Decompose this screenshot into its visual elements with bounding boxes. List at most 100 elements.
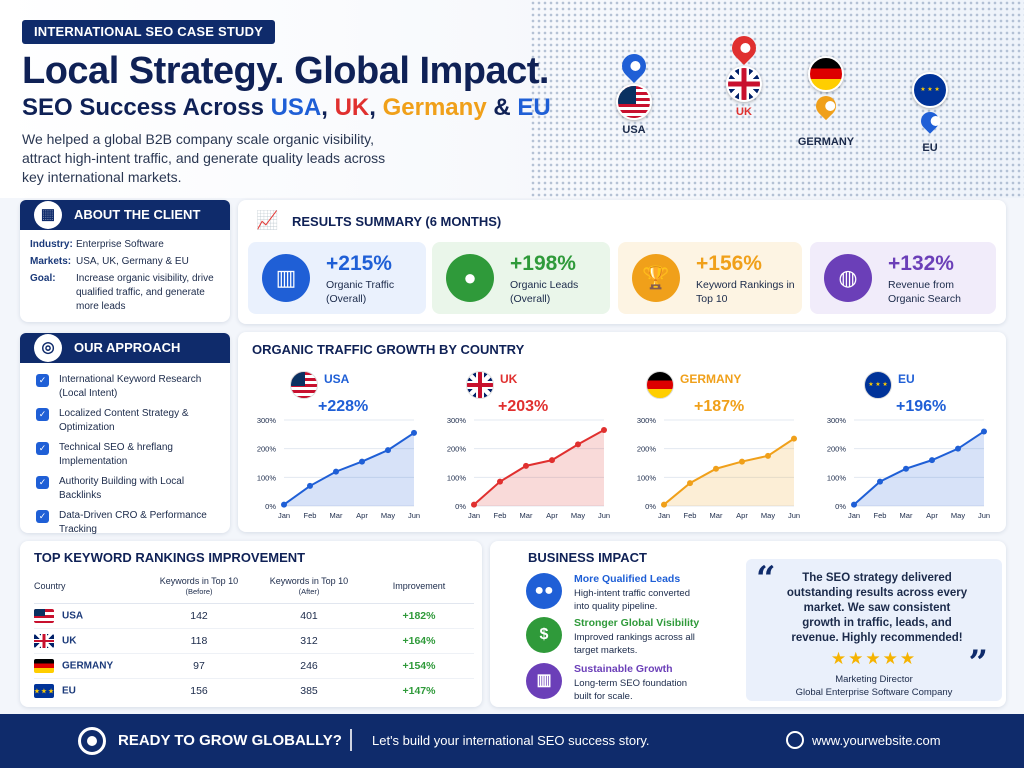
client-row-industry: Industry: Enterprise Software [20,238,230,252]
x-tick-label: Apr [926,511,938,520]
client-key: Goal: [30,273,56,284]
metric-label: Organic Leads (Overall) [510,279,579,305]
x-tick-label: Jan [658,511,670,520]
footer-cta[interactable]: READY TO GROW GLOBALLY? [118,732,342,749]
results-summary-card: 📈 RESULTS SUMMARY (6 MONTHS) ▥ +215% Org… [238,200,1006,324]
approach-item-label: Technical SEO & hreflang Implementation [59,442,173,467]
data-point [981,428,987,435]
uk-flag-icon [466,371,494,399]
line-chart-germany: 0% 100% 200% 300% Jan Feb Mar Apr May Jun [637,416,800,520]
improvement-cell: +182% [364,603,474,629]
before-cell: 118 [144,628,254,654]
open-quote-icon: “ [756,559,776,599]
chart-subtitle: +187% [694,398,745,415]
x-tick-label: May [761,511,775,520]
business-impact-card: BUSINESS IMPACT ●● More Qualified Leads … [490,541,1006,707]
testimonial: “ The SEO strategy delivered outstanding… [746,559,1002,701]
map-pin-uk: UK [714,31,774,118]
subhead-uk: UK [334,94,370,121]
eu-flag-icon [912,72,948,108]
growth-chart-icon: ▥ [526,663,562,699]
x-tick-label: Feb [494,511,507,520]
x-tick-label: Jan [848,511,860,520]
x-tick-label: Jun [788,511,800,520]
chart-title: UK [500,372,518,386]
impact-item-desc: Long-term SEO foundation built for scale… [574,678,688,702]
y-tick-label: 100% [827,473,847,482]
subhead-germany: Germany [382,94,487,121]
metric-label: Revenue from Organic Search [888,279,961,305]
approach-header: ◎ OUR APPROACH [20,333,230,363]
col-country: Country [34,569,144,604]
x-tick-label: Feb [684,511,697,520]
approach-item-label: Data-Driven CRO & Performance Tracking [59,510,207,535]
subhead-prefix: SEO Success Across [22,94,271,121]
data-point [385,447,391,454]
approach-item: ✓ Technical SEO & hreflang Implementation [36,441,220,469]
trend-up-icon: 📈 [256,210,279,230]
map-pin-germany: GERMANY [794,56,858,148]
subhead-ampersand: & [486,94,518,121]
after-cell: 312 [254,628,364,654]
approach-item: ✓ Authority Building with Local Backlinks [36,475,220,503]
data-point [929,457,935,464]
impact-title: BUSINESS IMPACT [528,550,647,565]
germany-flag-icon [646,371,674,399]
chart-germany: GERMANY +187% 0% 100% 200% 300% Jan Feb Mar Apr… [622,368,812,520]
chart-uk: UK +203% 0% 100% 200% 300% Jan Feb Mar Apr May Ju… [432,368,622,520]
footer-tagline: Let's build your international SEO succe… [372,733,650,748]
map-label-usa: USA [622,124,646,136]
approach-item-label: Authority Building with Local Backlinks [59,476,185,501]
usa-flag-icon [616,84,652,120]
before-cell: 142 [144,603,254,629]
metric-value: +156% [696,252,762,275]
y-tick-label: 200% [637,445,657,454]
line-chart-usa: 0% 100% 200% 300% Jan Feb Mar Apr May Jun [257,416,420,520]
client-value: Enterprise Software [76,239,164,250]
results-title: RESULTS SUMMARY (6 MONTHS) [292,214,502,229]
data-point [575,441,581,448]
checkmark-icon: ✓ [36,408,49,421]
y-tick-label: 100% [637,473,657,482]
trophy-icon: 🏆 [632,254,680,302]
approach-list: ✓ International Keyword Research (Local I… [20,363,230,537]
data-point [549,457,555,464]
uk-flag-icon [726,66,762,102]
data-point [687,480,693,487]
area-fill [284,432,414,506]
x-tick-label: May [381,511,395,520]
data-point [851,501,857,508]
hero-header: INTERNATIONAL SEO CASE STUDY Local Strat… [0,0,1024,198]
country-cell: EU [34,678,144,703]
target-icon: ◎ [34,334,62,362]
approach-title: OUR APPROACH [74,340,181,355]
checkmark-icon: ✓ [36,476,49,489]
approach-item-label: International Keyword Research (Local In… [59,374,202,399]
footer-bar: READY TO GROW GLOBALLY? Let's build your… [0,714,1024,768]
location-pin-icon [917,108,943,134]
subhead-eu: EU [517,94,551,121]
data-point [955,445,961,452]
eu-flag-icon [864,371,892,399]
website-link[interactable]: www.yourwebsite.com [812,733,941,748]
traffic-growth-card: ORGANIC TRAFFIC GROWTH BY COUNTRY USA +2… [238,332,1006,532]
country-cell: UK [34,628,144,654]
keywords-title: TOP KEYWORD RANKINGS IMPROVEMENT [34,550,306,565]
x-tick-label: Mar [710,511,723,520]
subhead-usa: USA [270,94,322,121]
x-tick-label: Apr [546,511,558,520]
usa-flag-icon [290,371,318,399]
client-row-markets: Markets: USA, UK, Germany & EU [20,255,230,269]
col-improvement: Improvement [364,569,474,604]
globe-icon: ◍ [824,254,872,302]
page-subtitle: SEO Success Across USA, UK, Germany & EU [22,94,551,122]
data-point [523,462,529,469]
building-icon: ▦ [34,201,62,229]
subhead-sep-2: , [369,94,383,121]
y-tick-label: 0% [835,502,846,511]
about-client-title: ABOUT THE CLIENT [74,207,201,222]
chart-usa: USA +228% 0% 100% 200% 300% Jan Feb Mar Apr May J… [242,368,432,520]
client-row-goal: Goal: Increase organic visibility, drive… [20,272,230,314]
country-name: EU [62,685,76,697]
subhead-sep-1: , [321,94,335,121]
